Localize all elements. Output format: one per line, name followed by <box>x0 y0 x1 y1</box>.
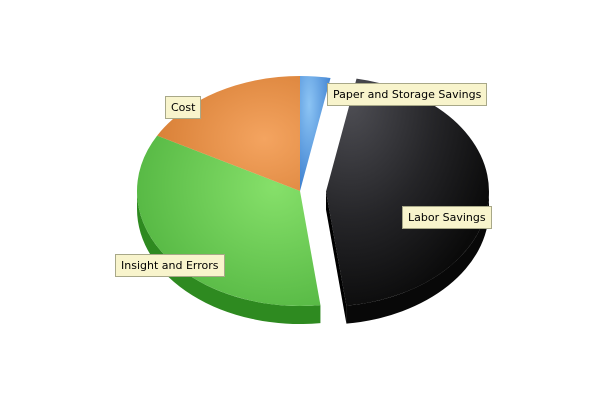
pie-slice-labor-savings[interactable] <box>325 78 489 306</box>
pie-slice-side-insight-and-errors <box>137 191 321 325</box>
slice-label-insight-and-errors: Insight and Errors <box>115 254 225 277</box>
slice-label-cost: Cost <box>165 96 202 119</box>
pie-slice-paper-and-storage-savings[interactable] <box>300 76 331 191</box>
slice-label-labor-savings: Labor Savings <box>402 206 492 229</box>
pie-slice-wall-labor-savings <box>325 191 347 324</box>
pie-slice-side-labor-savings <box>346 191 489 324</box>
slice-label-paper-and-storage-savings: Paper and Storage Savings <box>327 83 488 106</box>
